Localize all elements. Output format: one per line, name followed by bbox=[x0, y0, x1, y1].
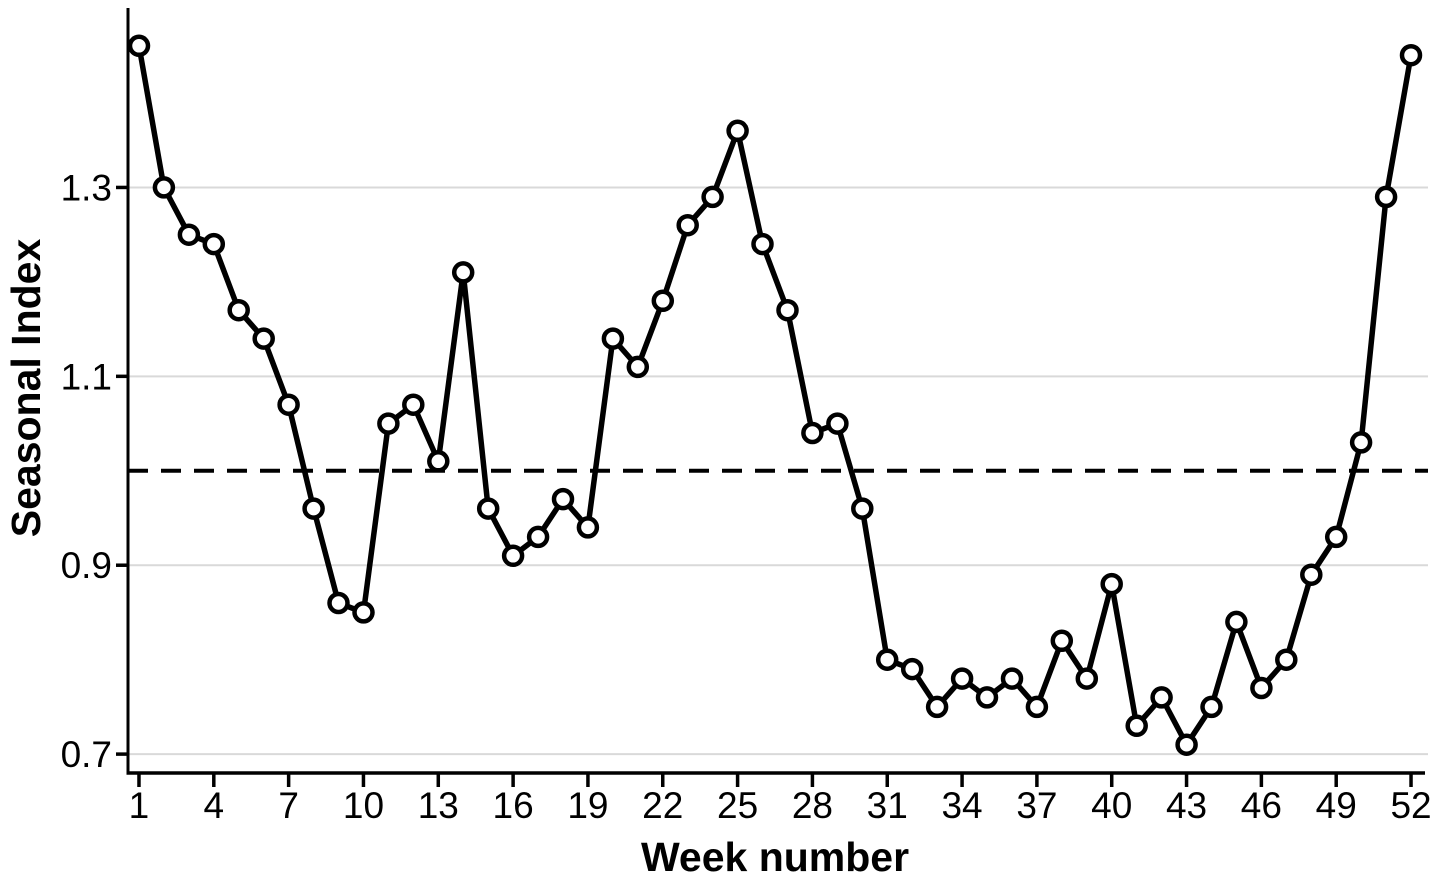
data-point-week-16 bbox=[501, 544, 525, 568]
data-point-week-8 bbox=[302, 497, 325, 520]
data-point-week-42 bbox=[1150, 686, 1173, 709]
x-tick-label-52: 52 bbox=[1390, 785, 1430, 826]
x-tick-label-31: 31 bbox=[867, 785, 908, 826]
x-tick-label-22: 22 bbox=[642, 785, 683, 826]
y-axis-title: Seasonal Index bbox=[3, 239, 49, 538]
data-point-week-39 bbox=[1075, 667, 1099, 690]
data-point-week-5 bbox=[227, 298, 250, 322]
y-tick-label-1.3: 1.3 bbox=[61, 167, 112, 208]
x-tick-label-37: 37 bbox=[1016, 785, 1057, 826]
data-point-week-35 bbox=[975, 686, 999, 709]
data-point-week-44 bbox=[1200, 695, 1223, 719]
data-point-week-22 bbox=[651, 289, 675, 313]
data-point-week-2 bbox=[152, 176, 176, 199]
y-tick-label-1.1: 1.1 bbox=[61, 356, 112, 397]
x-tick-label-13: 13 bbox=[418, 785, 459, 826]
x-tick-label-10: 10 bbox=[343, 785, 384, 826]
data-point-week-24 bbox=[701, 185, 724, 209]
data-point-week-18 bbox=[551, 487, 575, 511]
axes bbox=[116, 8, 1425, 787]
data-point-week-3 bbox=[177, 223, 201, 246]
data-point-week-27 bbox=[776, 298, 799, 322]
data-point-week-48 bbox=[1300, 563, 1323, 586]
data-point-week-45 bbox=[1225, 610, 1248, 634]
data-point-week-38 bbox=[1050, 629, 1074, 653]
data-point-week-9 bbox=[327, 591, 350, 615]
data-point-week-23 bbox=[676, 213, 699, 237]
data-point-week-20 bbox=[601, 327, 625, 350]
data-point-week-10 bbox=[352, 601, 375, 624]
x-tick-label-7: 7 bbox=[278, 785, 299, 826]
data-point-week-17 bbox=[526, 525, 550, 549]
x-tick-label-28: 28 bbox=[792, 785, 833, 826]
data-point-week-19 bbox=[576, 516, 600, 539]
data-point-week-14 bbox=[451, 261, 475, 284]
data-point-week-11 bbox=[377, 412, 400, 435]
data-point-week-21 bbox=[626, 355, 650, 379]
data-point-week-30 bbox=[851, 497, 874, 520]
data-point-week-26 bbox=[751, 232, 774, 256]
x-tick-label-25: 25 bbox=[717, 785, 758, 826]
data-point-week-43 bbox=[1175, 733, 1198, 756]
x-tick-label-49: 49 bbox=[1316, 785, 1357, 826]
data-point-week-36 bbox=[1000, 667, 1024, 690]
data-point-week-34 bbox=[950, 667, 974, 690]
tick-labels: 0.7 0.9 1.1 1.3 1 4 7 10 13 16 19 22 25 28 31 34 37 40 43 4… bbox=[61, 167, 1430, 826]
data-point-week-33 bbox=[925, 695, 949, 719]
x-tick-label-40: 40 bbox=[1091, 785, 1132, 826]
data-point-week-15 bbox=[476, 497, 500, 520]
data-point-week-31 bbox=[875, 648, 899, 671]
x-axis-title: Week number bbox=[641, 834, 909, 880]
x-tick-label-4: 4 bbox=[204, 785, 225, 826]
data-point-week-29 bbox=[826, 412, 849, 435]
data-point-week-37 bbox=[1025, 695, 1049, 719]
data-point-week-52 bbox=[1399, 43, 1423, 67]
x-tick-label-16: 16 bbox=[493, 785, 534, 826]
data-point-week-50 bbox=[1349, 431, 1373, 454]
data-point-week-41 bbox=[1125, 714, 1148, 738]
data-point-week-7 bbox=[277, 393, 300, 416]
data-point-week-13 bbox=[427, 450, 450, 473]
data-point-week-28 bbox=[801, 421, 824, 445]
x-tick-label-34: 34 bbox=[941, 785, 982, 826]
data-point-week-51 bbox=[1374, 185, 1398, 209]
y-tick-label-0.7: 0.7 bbox=[61, 734, 112, 775]
y-tick-label-0.9: 0.9 bbox=[61, 545, 112, 586]
x-tick-label-43: 43 bbox=[1166, 785, 1207, 826]
data-series bbox=[127, 34, 1423, 756]
data-point-week-12 bbox=[402, 393, 425, 416]
data-point-week-4 bbox=[202, 232, 226, 256]
data-point-week-46 bbox=[1250, 676, 1273, 700]
series-line bbox=[136, 43, 1414, 748]
x-tick-label-46: 46 bbox=[1241, 785, 1282, 826]
data-point-week-47 bbox=[1275, 648, 1298, 671]
x-tick-label-19: 19 bbox=[567, 785, 608, 826]
data-point-week-32 bbox=[900, 657, 924, 681]
data-point-week-6 bbox=[252, 327, 275, 350]
data-point-week-40 bbox=[1100, 572, 1123, 596]
data-point-week-1 bbox=[127, 34, 151, 58]
gridlines bbox=[128, 186, 1428, 756]
x-tick-label-1: 1 bbox=[129, 785, 150, 826]
data-point-week-25 bbox=[726, 119, 749, 143]
data-point-week-49 bbox=[1324, 525, 1348, 549]
